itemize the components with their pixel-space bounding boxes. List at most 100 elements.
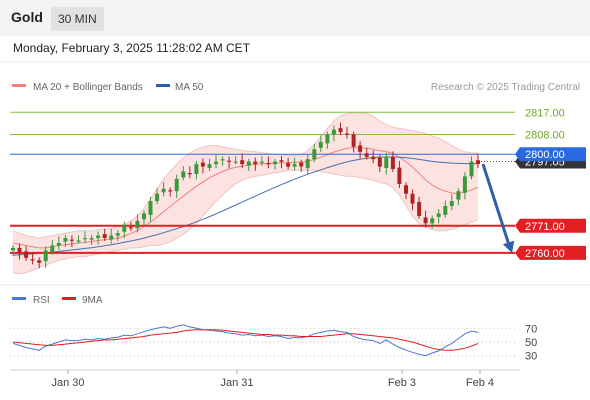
chart-header: Gold 30 MIN <box>0 0 590 36</box>
rsi-level-label: 30 <box>525 351 537 363</box>
candle-body <box>11 247 15 251</box>
candle <box>148 196 153 222</box>
candle <box>181 166 186 181</box>
candle <box>63 235 68 247</box>
price-level-tags: 2797.052817.002808.002800.002771.002760.… <box>515 107 586 260</box>
candle-body <box>89 238 94 240</box>
forecast-arrow-head <box>502 240 515 253</box>
candle-body <box>187 173 192 175</box>
candle-body <box>76 240 81 242</box>
candle <box>312 143 317 163</box>
candle <box>96 231 101 245</box>
candle <box>155 188 160 205</box>
candle <box>109 229 114 244</box>
candle-body <box>83 238 87 240</box>
pivot-tag-text: 2800.00 <box>525 149 565 161</box>
candle <box>371 150 376 164</box>
candle <box>30 252 35 265</box>
bollinger-lower-line <box>12 169 479 275</box>
candle-body <box>351 134 356 147</box>
ma50-legend-label: MA 50 <box>175 82 204 93</box>
bollinger-upper-line <box>12 112 478 239</box>
time-tick-label: Feb 3 <box>388 377 416 389</box>
candle <box>462 172 467 200</box>
time-tick-label: Jan 31 <box>220 377 253 389</box>
candle <box>456 188 461 205</box>
candle-body <box>279 160 284 162</box>
timeframe-button[interactable]: 30 MIN <box>51 7 104 31</box>
candle-body <box>358 145 363 152</box>
rsi-legend-swatch <box>12 297 26 300</box>
candle <box>364 147 369 160</box>
candle-body <box>246 161 251 166</box>
candle <box>168 187 173 197</box>
pivot-tag: 2800.00 <box>515 147 586 162</box>
candle-body <box>69 239 74 241</box>
candle-body <box>390 156 395 169</box>
candle-body <box>443 206 448 215</box>
candle <box>286 157 291 170</box>
candle-body <box>397 167 402 184</box>
candle-body <box>102 234 107 238</box>
resistance-tag: 2808.00 <box>525 130 565 142</box>
candle-body <box>430 218 435 224</box>
candle <box>417 196 422 219</box>
candle <box>102 228 107 241</box>
candle-body <box>305 159 310 169</box>
candle <box>128 221 133 232</box>
candle-body <box>384 156 389 168</box>
candle <box>404 182 408 200</box>
candle <box>56 236 61 250</box>
candle-body <box>109 235 114 240</box>
candle <box>292 157 297 171</box>
candle-body <box>50 245 55 252</box>
candle <box>83 231 87 244</box>
candle-body <box>17 247 22 253</box>
rsi-ma-legend-label: 9MA <box>82 295 103 306</box>
rsi-ma-line <box>12 329 479 351</box>
rsi-legend-label: RSI <box>33 295 50 306</box>
rsi-legend: RSI 9MA <box>12 295 103 306</box>
candle <box>325 131 330 149</box>
candle-body <box>299 162 304 167</box>
candle-body <box>135 220 140 229</box>
candle-body <box>96 235 101 239</box>
candle <box>443 200 448 218</box>
candle-body <box>128 227 133 229</box>
candle <box>305 155 310 175</box>
candle-body <box>462 176 467 193</box>
candle-body <box>259 161 264 163</box>
candle <box>207 158 212 171</box>
candle <box>430 215 435 229</box>
candle <box>142 210 146 225</box>
candle <box>214 155 218 169</box>
candle <box>43 246 48 268</box>
candle <box>194 161 199 180</box>
candle <box>259 156 264 166</box>
candle <box>436 209 441 224</box>
candle <box>24 246 29 261</box>
candle <box>377 154 382 172</box>
candle-body <box>404 185 408 194</box>
candle <box>469 156 474 180</box>
candle-body <box>417 202 422 216</box>
chart-legend: MA 20 + Bollinger Bands MA 50 Research ©… <box>12 82 580 93</box>
forecast-arrow-group <box>481 163 515 253</box>
candle <box>331 125 336 142</box>
resistance-tag-text: 2817.00 <box>525 107 565 119</box>
candle-body <box>155 193 160 202</box>
candle-body <box>436 213 441 217</box>
candle-body <box>30 259 35 261</box>
candle <box>397 160 402 188</box>
candle-body <box>227 160 232 162</box>
candle <box>76 235 81 244</box>
candle-body <box>345 133 349 135</box>
candle-body <box>174 178 179 192</box>
candle-body <box>37 260 42 263</box>
candle <box>384 152 389 175</box>
candle-body <box>318 141 323 148</box>
resistance-tag: 2817.00 <box>525 107 565 119</box>
support-tag: 2771.00 <box>515 218 586 233</box>
candle-body <box>325 134 330 144</box>
